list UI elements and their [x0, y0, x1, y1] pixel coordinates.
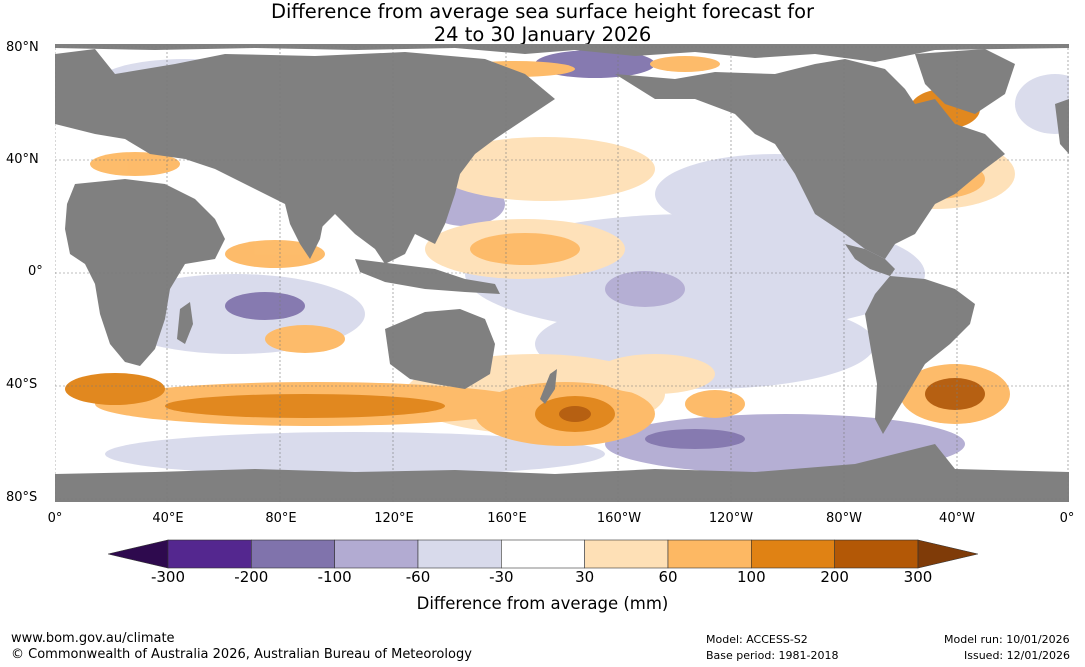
colorbar-segment: [751, 539, 835, 569]
anomaly-patch: [559, 406, 591, 422]
anomaly-patch: [645, 429, 745, 449]
lon-label-0: 0°: [47, 511, 63, 526]
land-africa: [65, 179, 225, 366]
colorbar-tick-label: 300: [903, 568, 933, 586]
anomaly-patch: [225, 292, 305, 320]
colorbar-title: Difference from average (mm): [416, 594, 669, 613]
lon-label-40e: 40°E: [152, 511, 184, 526]
lat-label-80s: 80°S: [6, 490, 38, 505]
footer-copyright: © Commonwealth of Australia 2026, Austra…: [11, 647, 472, 662]
land-new-zealand: [540, 369, 557, 404]
land-arctic: [55, 44, 1069, 62]
map-canvas: [55, 44, 1069, 502]
anomaly-patch: [265, 325, 345, 353]
map-title-line1: Difference from average sea surface heig…: [270, 0, 815, 23]
footer-model: Model: ACCESS-S2: [706, 633, 808, 646]
lat-label-40n: 40°N: [6, 152, 39, 167]
colorbar-tick-label: -100: [317, 568, 352, 586]
colorbar-tick-label: 60: [658, 568, 678, 586]
lon-label-40w: 40°W: [939, 511, 975, 526]
anomaly-patch: [65, 373, 165, 405]
colorbar-segment: [251, 539, 335, 569]
colorbar-extend-low: [108, 539, 169, 569]
anomaly-patch: [105, 432, 605, 476]
land-madagascar: [177, 302, 193, 344]
footer-issued: Issued: 12/01/2026: [964, 649, 1071, 662]
colorbar-tick-label: 100: [737, 568, 766, 586]
colorbar-segment: [334, 539, 419, 569]
anomaly-patch: [685, 390, 745, 418]
colorbar-segment: [584, 539, 669, 569]
anomaly-patch: [595, 354, 715, 394]
anomaly-patch: [225, 240, 325, 268]
lon-label-160e: 160°E: [487, 511, 527, 526]
land-antarctica: [55, 444, 1069, 502]
colorbar-segment: [417, 539, 502, 569]
land-indonesia: [355, 259, 500, 294]
lat-label-80n: 80°N: [6, 40, 39, 55]
colorbar-segment: [834, 539, 919, 569]
lon-label-80e: 80°E: [265, 511, 297, 526]
colorbar-tick-label: 200: [820, 568, 849, 586]
land-south-america: [865, 276, 975, 434]
land-india: [285, 204, 325, 259]
anomaly-patch: [165, 394, 445, 418]
colorbar-segment: [167, 539, 252, 569]
land-eurasia: [55, 49, 555, 264]
footer-base-period: Base period: 1981-2018: [706, 649, 839, 662]
colorbar-extend-high: [917, 539, 978, 569]
land: [55, 44, 1069, 502]
lat-label-40s: 40°S: [6, 377, 38, 392]
lon-label-120e: 120°E: [374, 511, 414, 526]
anomaly-patch: [1015, 74, 1069, 134]
sea-surface-height-map: [55, 44, 1069, 502]
lon-label-80w: 80°W: [826, 511, 862, 526]
map-title-line2: 24 to 30 January 2026: [433, 23, 652, 46]
anomaly-patch: [650, 56, 720, 72]
lon-label-0-right: 0°: [1059, 511, 1075, 526]
graticule: [55, 44, 1069, 502]
colorbar-tick-label: -30: [489, 568, 514, 586]
land-greenland: [915, 49, 1015, 114]
footer-url: www.bom.gov.au/climate: [11, 631, 175, 646]
anomaly-patch: [605, 271, 685, 307]
colorbar-segment: [667, 539, 752, 569]
anomaly-patch: [435, 137, 655, 201]
lon-label-120w: 120°W: [708, 511, 754, 526]
anomaly-patch: [925, 378, 985, 410]
land-australia: [385, 309, 495, 389]
colorbar-tick-label: 30: [575, 568, 595, 586]
colorbar-tick-label: -60: [405, 568, 431, 586]
footer-model-run: Model run: 10/01/2026: [944, 633, 1070, 646]
colorbar-tick-label: -300: [150, 568, 186, 586]
land-europe-east: [1055, 99, 1069, 154]
land-central-america: [845, 244, 895, 276]
colorbar: [108, 539, 978, 569]
colorbar-segments: [108, 539, 978, 569]
anomaly-patch: [90, 152, 180, 176]
colorbar-segment: [501, 539, 585, 569]
map-title: Difference from average sea surface heig…: [0, 0, 1085, 46]
land-north-america: [615, 59, 1005, 259]
colorbar-tick-label: -200: [234, 568, 269, 586]
anomaly-patch: [470, 233, 580, 265]
lon-label-160w: 160°W: [596, 511, 642, 526]
lat-label-equator: 0°: [28, 264, 43, 279]
